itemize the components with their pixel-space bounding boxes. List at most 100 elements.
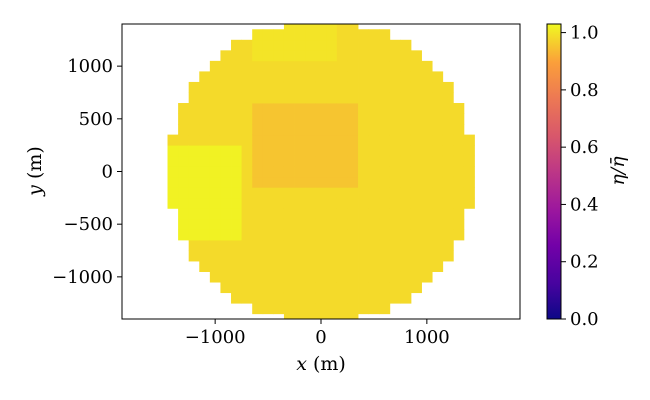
- heatmap-cell: [453, 187, 465, 199]
- heatmap-cell: [283, 176, 295, 188]
- heatmap-cell: [188, 124, 200, 136]
- heatmap-cell: [252, 239, 264, 251]
- heatmap-cell: [231, 271, 243, 283]
- heatmap-cell: [389, 113, 401, 125]
- heatmap-cell: [410, 282, 422, 294]
- heatmap-cell: [273, 271, 285, 283]
- colorbar-ticks: 0.0 0.2 0.4 0.6 0.8 1.0: [561, 23, 599, 330]
- heatmap-cell: [389, 155, 401, 167]
- heatmap-cell: [283, 103, 295, 114]
- heatmap-cell: [262, 218, 274, 230]
- heatmap-cell: [273, 187, 285, 199]
- y-tick-label: −500: [64, 214, 113, 235]
- heatmap-cell: [231, 208, 243, 220]
- heatmap-cell: [442, 81, 454, 93]
- heatmap-cell: [410, 103, 422, 114]
- heatmap-cell: [432, 145, 444, 157]
- heatmap-cell: [336, 229, 348, 241]
- heatmap-cell: [347, 271, 359, 283]
- heatmap-cell: [231, 92, 243, 104]
- heatmap-cell: [410, 229, 422, 241]
- heatmap-cell: [241, 271, 253, 283]
- heatmap-cell: [358, 271, 370, 283]
- colorbar-tick-label: 1.0: [570, 23, 599, 44]
- heatmap-cell: [389, 282, 401, 294]
- heatmap-cell: [305, 71, 317, 83]
- heatmap-cell: [220, 145, 232, 157]
- heatmap-cell: [231, 250, 243, 262]
- heatmap-cell: [294, 166, 306, 178]
- heatmap-cells: [167, 24, 475, 319]
- x-tick-label: 0: [315, 327, 326, 348]
- heatmap-cell: [209, 124, 221, 136]
- heatmap-cell: [347, 166, 359, 178]
- heatmap-cell: [389, 271, 401, 283]
- heatmap-cell: [410, 271, 422, 283]
- heatmap-cell: [347, 50, 359, 62]
- heatmap-cell: [209, 71, 221, 83]
- heatmap-cell: [231, 176, 243, 188]
- heatmap-cell: [199, 124, 211, 136]
- heatmap-cell: [442, 187, 454, 199]
- heatmap-cell: [262, 239, 274, 251]
- heatmap-cell: [283, 187, 295, 199]
- heatmap-cell: [442, 229, 454, 241]
- heatmap-cell: [188, 218, 200, 230]
- heatmap-cell: [336, 239, 348, 251]
- heatmap-cell: [421, 176, 433, 188]
- heatmap-cell: [410, 71, 422, 83]
- heatmap-cell: [167, 145, 179, 157]
- heatmap-cell: [358, 261, 370, 272]
- heatmap-cell: [358, 145, 370, 157]
- heatmap-cell: [326, 239, 338, 251]
- heatmap-cell: [389, 103, 401, 114]
- heatmap-cell: [400, 145, 412, 157]
- heatmap-cell: [241, 71, 253, 83]
- heatmap-cell: [294, 271, 306, 283]
- heatmap-cell: [379, 81, 391, 93]
- heatmap-cell: [315, 39, 327, 51]
- heatmap-cell: [315, 229, 327, 241]
- heatmap-cell: [231, 218, 243, 230]
- heatmap-cell: [231, 155, 243, 167]
- heatmap-cell: [252, 81, 264, 93]
- heatmap-cell: [305, 208, 317, 220]
- heatmap-cell: [347, 176, 359, 188]
- heatmap-cell: [421, 261, 433, 272]
- y-axis-ticks: 1000 500 0 −500 −1000: [52, 56, 122, 288]
- heatmap-cell: [199, 134, 211, 146]
- heatmap-cell: [209, 250, 221, 262]
- heatmap-cell: [178, 134, 190, 146]
- heatmap-cell: [209, 166, 221, 178]
- heatmap-cell: [262, 29, 274, 41]
- heatmap-cell: [262, 292, 274, 304]
- heatmap-cell: [442, 176, 454, 188]
- heatmap-cell: [305, 124, 317, 136]
- heatmap-cell: [379, 50, 391, 62]
- heatmap-cell: [368, 176, 380, 188]
- heatmap-cell: [262, 113, 274, 125]
- heatmap-cell: [283, 113, 295, 125]
- heatmap-cell: [432, 81, 444, 93]
- heatmap-cell: [220, 271, 232, 283]
- heatmap-cell: [273, 81, 285, 93]
- heatmap-cell: [209, 134, 221, 146]
- heatmap-cell: [209, 239, 221, 251]
- heatmap-cell: [188, 187, 200, 199]
- heatmap-cell: [199, 261, 211, 272]
- heatmap-cell: [199, 155, 211, 167]
- x-axis-ticks: −1000 0 1000: [185, 319, 450, 348]
- heatmap-cell: [453, 124, 465, 136]
- heatmap-cell: [252, 218, 264, 230]
- y-axis-label: y (m): [24, 146, 46, 197]
- heatmap-cell: [294, 229, 306, 241]
- colorbar: 0.0 0.2 0.4 0.6 0.8 1.0 η/η̄: [546, 23, 629, 330]
- heatmap-cell: [315, 282, 327, 294]
- heatmap-cell: [410, 218, 422, 230]
- heatmap-cell: [231, 39, 243, 51]
- heatmap-cell: [315, 218, 327, 230]
- heatmap-cell: [379, 39, 391, 51]
- heatmap-cell: [400, 103, 412, 114]
- heatmap-cell: [273, 218, 285, 230]
- heatmap-cell: [252, 229, 264, 241]
